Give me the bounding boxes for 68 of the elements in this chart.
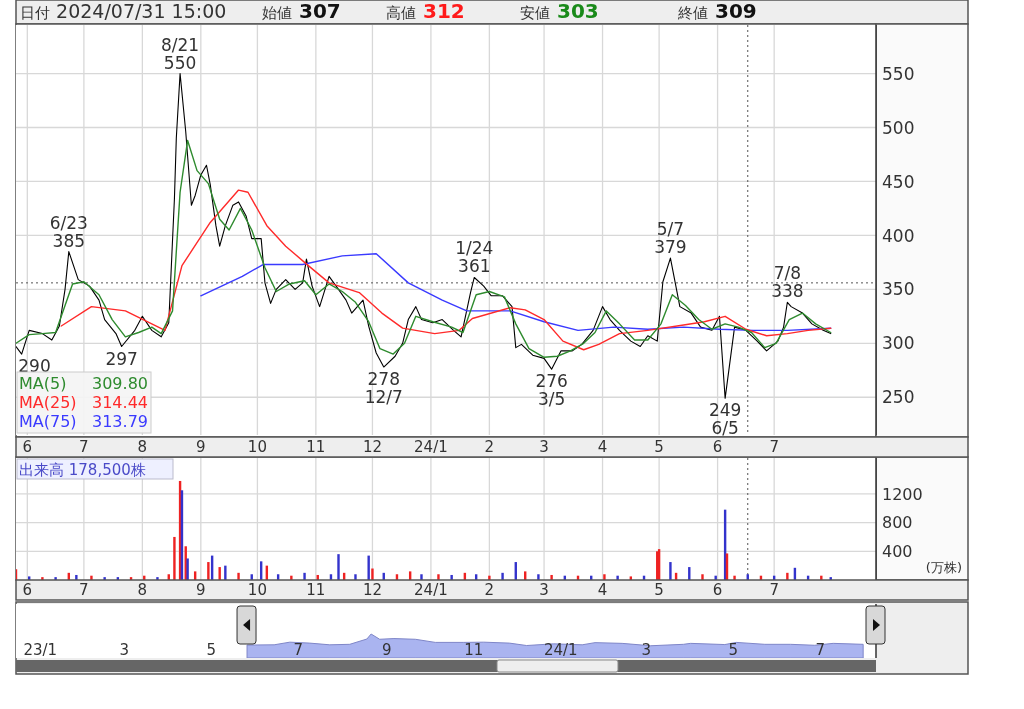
annotation: 297 [105,348,138,369]
x-tick-label: 10 [247,581,267,600]
y-tick-label: 300 [882,333,915,354]
x-tick-label: 2 [484,438,495,457]
x-tick-label: 12 [362,438,382,457]
x-tick-label: 8 [137,581,148,600]
x-tick-label: 7 [79,581,89,600]
chart-title: 日付 2024/07/31 15:00 [20,0,227,22]
x-tick-label: 3 [539,438,549,457]
annotation: 8/21 550 [160,34,200,73]
annotation: 278 12/7 [364,369,403,408]
x-tick-label: 4 [597,581,608,600]
y-tick-label: 1200 [882,484,923,504]
y-tick-label: 250 [882,387,915,408]
x-tick-label: 2 [484,581,495,600]
x-tick-label: 6 [712,581,723,600]
x-tick-label: 9 [196,438,206,457]
x-tick-label: 7 [769,438,779,457]
annotation: 7/8 338 [771,263,804,302]
y-axis-title: (万株) [925,560,962,575]
y-tick-label: 500 [882,117,915,138]
x-tick-label: 8 [137,438,148,457]
y-tick-label: 550 [882,63,915,84]
x-tick-label: 11 [306,438,326,457]
x-tick-label: 3 [119,641,130,660]
x-tick-label: 6 [22,438,33,457]
text: MA(75) 313.79 [19,412,148,431]
x-tick-label: 4 [597,438,608,457]
x-tick-label: 12 [362,581,382,600]
text: 高値 312 [386,0,465,23]
text: 安値 303 [520,0,599,23]
x-tick-label: 3 [641,641,652,660]
x-tick-label: 7 [293,641,304,660]
x-tick-label: 9 [196,581,206,600]
x-tick-label: 5 [654,581,664,600]
x-tick-label: 5 [206,641,217,660]
x-tick-label: 7 [815,641,826,660]
text: MA(5) 309.80 [19,374,148,393]
x-tick-label: 7 [79,438,89,457]
annotation: 1/24 361 [455,238,494,277]
x-tick-label: 7 [769,581,779,600]
x-tick-label: 6 [22,581,33,600]
y-tick-label: 400 [882,225,915,246]
text: MA(25) 314.44 [19,393,148,412]
x-tick-label: 11 [464,641,484,660]
x-tick-label: 3 [539,581,549,600]
x-tick-label: 23/1 [23,641,58,660]
x-tick-label: 10 [247,438,267,457]
x-tick-label: 24/1 [543,641,578,660]
y-tick-label: 350 [882,279,915,300]
annotation: 5/7 379 [654,219,687,258]
x-tick-label: 6 [712,438,723,457]
x-tick-label: 5 [654,438,664,457]
annotation: 290 [18,356,51,377]
chart-title: 出来高 178,500株 [19,461,146,479]
annotation: 249 6/5 [708,400,742,439]
x-tick-label: 24/1 [414,438,448,457]
x-tick-label: 24/1 [414,581,448,600]
y-tick-label: 400 [882,542,913,562]
x-tick-label: 9 [382,641,392,660]
y-tick-label: 800 [882,513,913,533]
text: 終値 309 [677,0,757,23]
x-tick-label: 5 [728,641,739,660]
y-tick-label: 450 [882,171,915,192]
text: 始値 307 [262,0,341,23]
annotation: 6/23 385 [49,212,88,251]
x-tick-label: 11 [306,581,326,600]
annotation: 276 3/5 [535,371,568,410]
